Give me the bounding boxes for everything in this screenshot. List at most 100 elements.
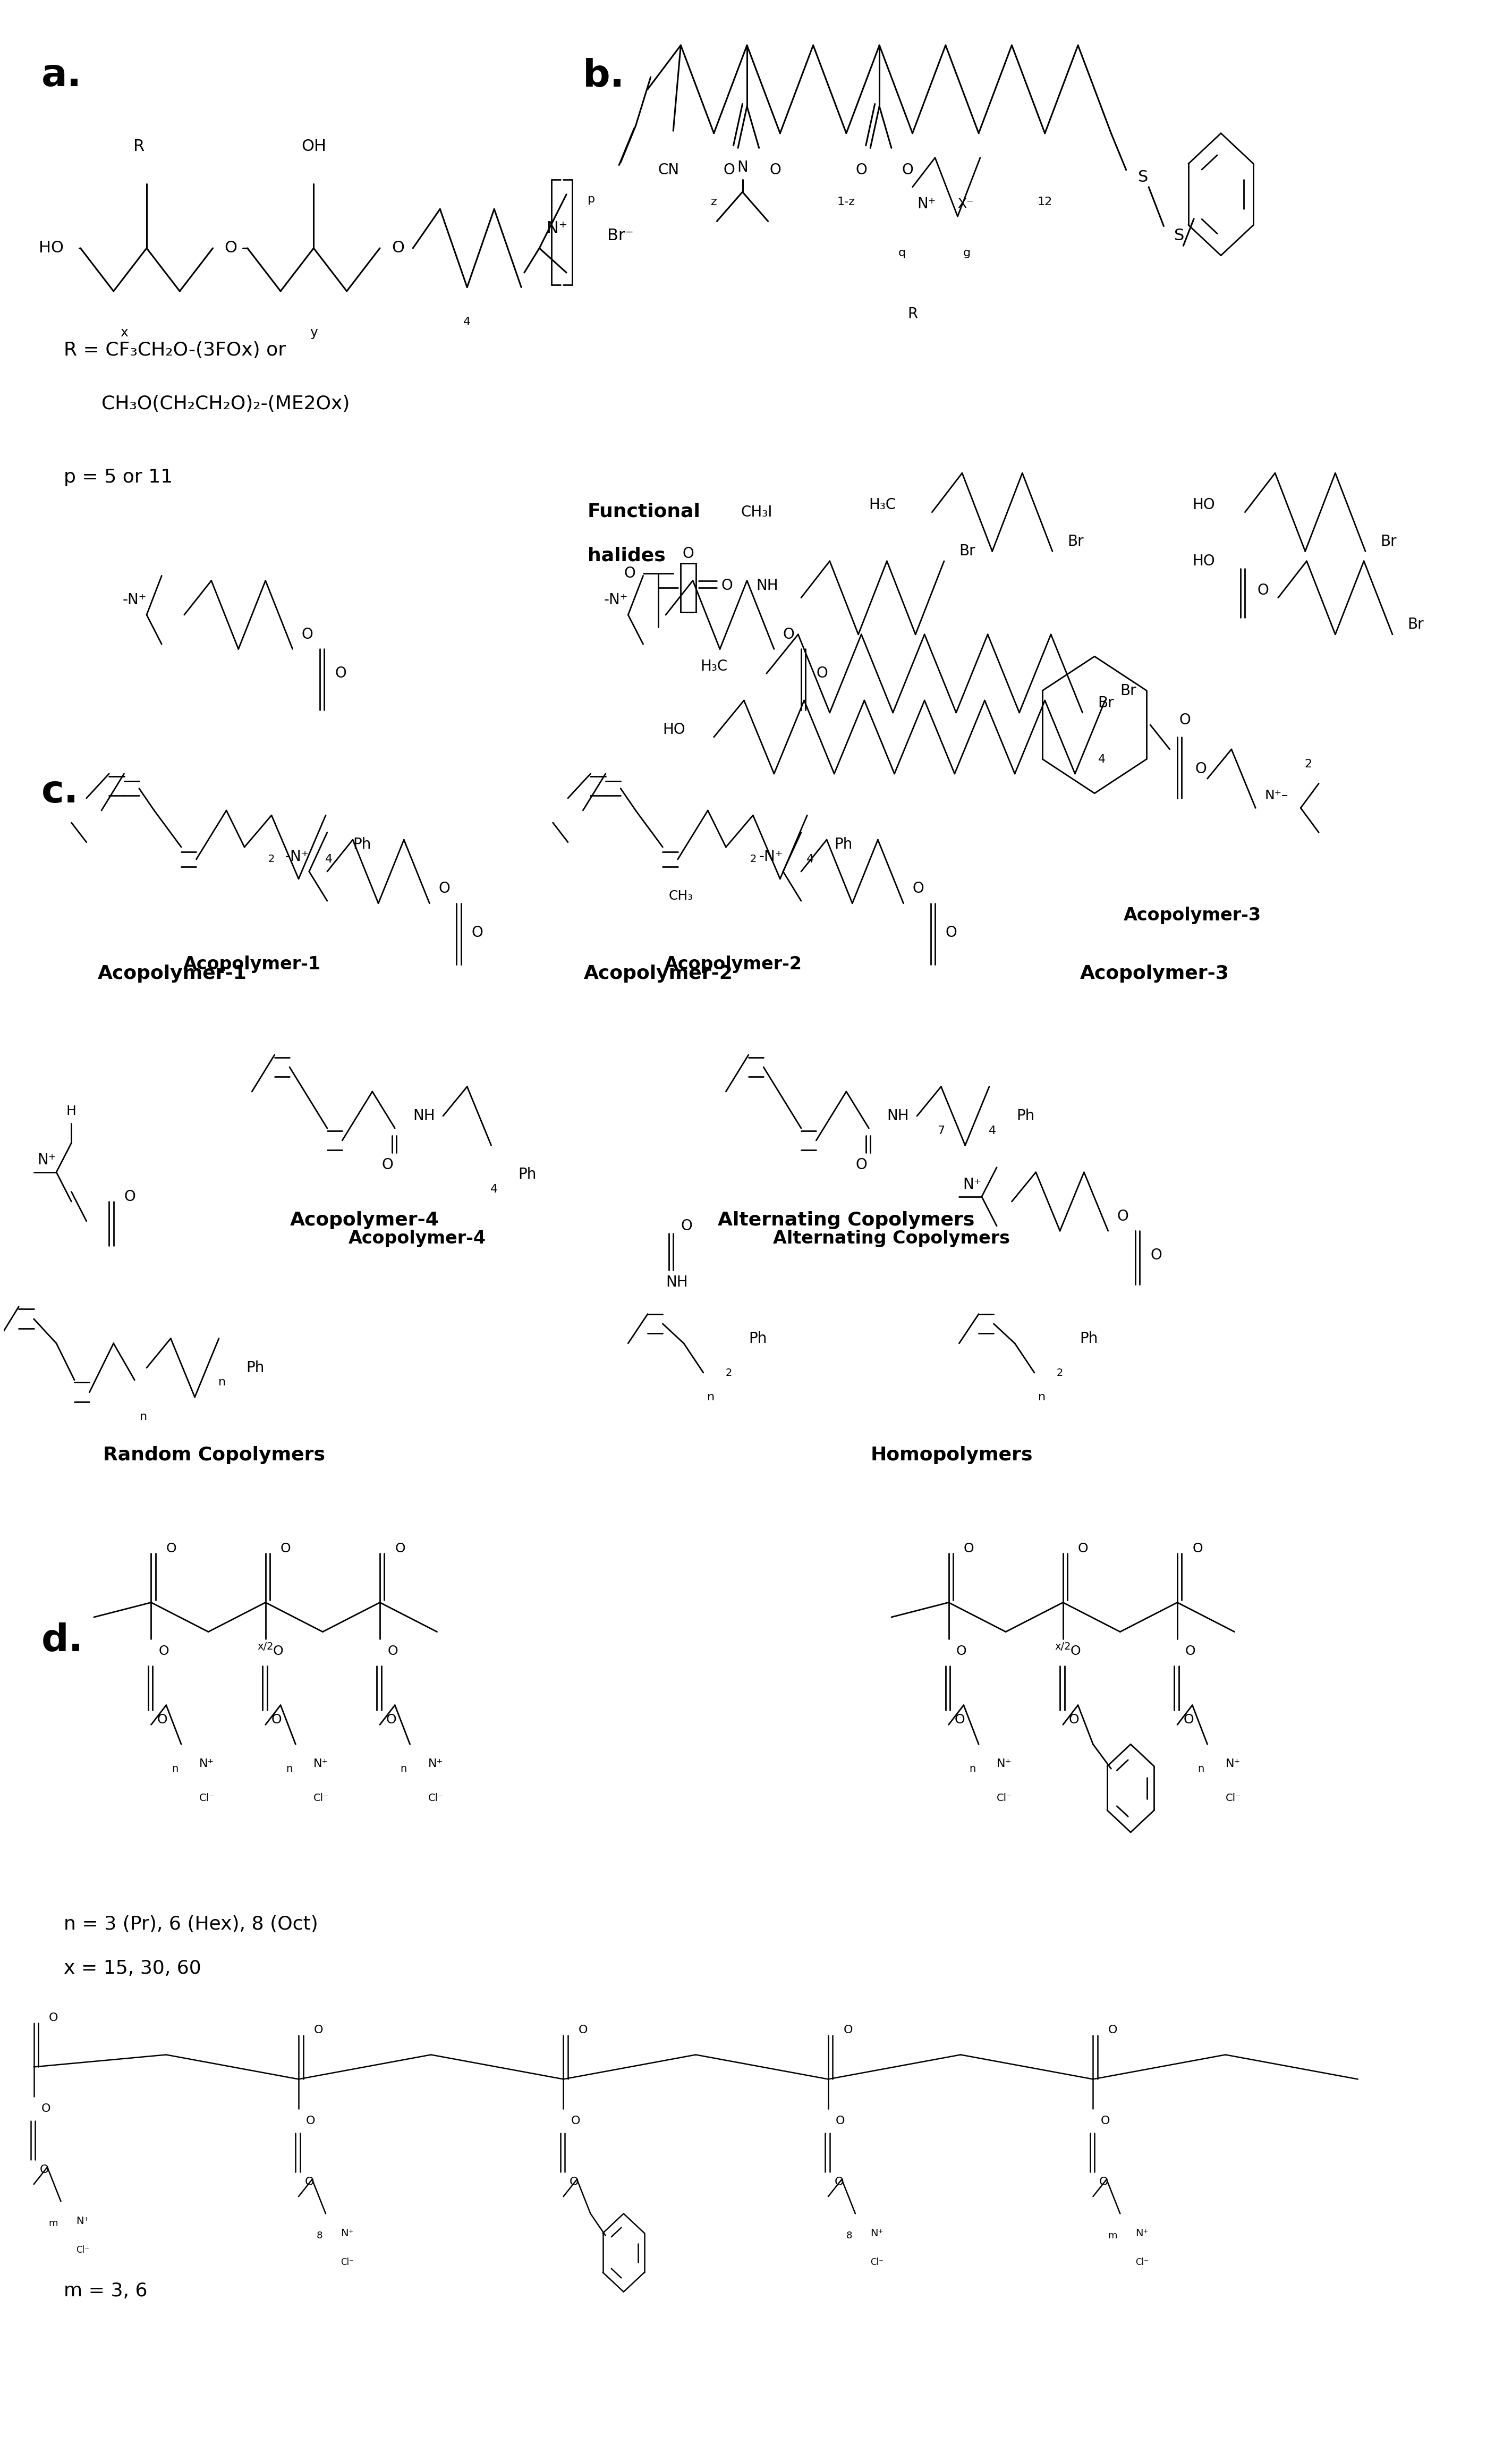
Text: Acopolymer-2: Acopolymer-2	[584, 964, 733, 983]
Text: n: n	[172, 1763, 178, 1773]
Text: HO: HO	[662, 723, 685, 738]
Text: 8: 8	[847, 2231, 853, 2241]
Text: O: O	[387, 1645, 398, 1658]
Text: N⁺–: N⁺–	[1264, 790, 1288, 802]
Text: Ph: Ph	[835, 836, 853, 853]
Text: O: O	[39, 2165, 48, 2175]
Text: O: O	[1099, 2177, 1108, 2187]
Text: Acopolymer-1: Acopolymer-1	[98, 964, 246, 983]
Text: N⁺: N⁺	[76, 2217, 89, 2226]
Text: -N⁺: -N⁺	[286, 848, 308, 863]
Text: O: O	[395, 1542, 405, 1555]
Text: O: O	[1151, 1248, 1161, 1263]
Text: O: O	[572, 2116, 581, 2126]
Text: O: O	[1193, 1542, 1202, 1555]
Text: O: O	[954, 1714, 965, 1726]
Text: O: O	[1069, 1714, 1080, 1726]
Text: -N⁺: -N⁺	[603, 593, 627, 608]
Text: O: O	[721, 579, 733, 593]
Text: Acopolymer-4: Acopolymer-4	[349, 1228, 487, 1248]
Text: O: O	[856, 162, 866, 177]
Text: O: O	[680, 1219, 692, 1233]
Text: O: O	[723, 162, 735, 177]
Text: H: H	[67, 1106, 77, 1118]
Text: y: y	[310, 326, 318, 338]
Text: n: n	[286, 1763, 293, 1773]
Text: Alternating Copolymers: Alternating Copolymers	[718, 1211, 975, 1228]
Text: 2: 2	[268, 853, 275, 866]
Text: O: O	[301, 628, 313, 642]
Text: O: O	[472, 924, 484, 939]
Text: Ph: Ph	[246, 1361, 265, 1376]
Text: O: O	[157, 1714, 168, 1726]
Text: O: O	[579, 2025, 588, 2035]
Text: O: O	[1078, 1542, 1089, 1555]
Text: Cl⁻: Cl⁻	[1225, 1792, 1241, 1802]
Text: Acopolymer-2: Acopolymer-2	[665, 956, 803, 973]
Text: H₃C: H₃C	[700, 660, 727, 674]
Text: N⁺: N⁺	[996, 1758, 1012, 1770]
Text: S: S	[1175, 228, 1184, 243]
Text: c.: c.	[41, 775, 79, 812]
Text: N⁺: N⁺	[1225, 1758, 1240, 1770]
Text: O: O	[956, 1645, 966, 1658]
Text: Br: Br	[1120, 684, 1137, 699]
Text: O: O	[1101, 2116, 1110, 2126]
Text: CH₃O(CH₂CH₂O)₂-(ME2Ox): CH₃O(CH₂CH₂O)₂-(ME2Ox)	[101, 395, 349, 412]
Text: 2: 2	[726, 1368, 732, 1378]
Text: O: O	[836, 2116, 845, 2126]
Text: O: O	[624, 566, 635, 581]
Text: n: n	[141, 1412, 147, 1422]
Text: x/2: x/2	[1055, 1640, 1070, 1653]
Text: O: O	[1196, 763, 1207, 777]
Text: p: p	[588, 194, 596, 204]
Text: Cl⁻: Cl⁻	[428, 1792, 443, 1802]
Text: Acopolymer-3: Acopolymer-3	[1080, 964, 1229, 983]
Text: H₃C: H₃C	[869, 498, 897, 512]
Text: O: O	[305, 2116, 316, 2126]
Text: Homopolymers: Homopolymers	[871, 1447, 1033, 1464]
Text: O: O	[903, 162, 913, 177]
Text: g: g	[963, 248, 971, 257]
Text: n = 3 (Pr), 6 (Hex), 8 (Oct): n = 3 (Pr), 6 (Hex), 8 (Oct)	[64, 1915, 318, 1935]
Text: Ph: Ph	[519, 1167, 537, 1182]
Text: O: O	[1108, 2025, 1117, 2035]
Text: O: O	[1256, 584, 1269, 598]
Text: O: O	[281, 1542, 290, 1555]
Text: n: n	[708, 1393, 715, 1403]
Text: O: O	[945, 924, 957, 939]
Text: O: O	[159, 1645, 169, 1658]
Text: 2: 2	[750, 853, 756, 866]
Text: m: m	[1108, 2231, 1117, 2241]
Text: 4: 4	[325, 853, 333, 866]
Text: Cl⁻: Cl⁻	[313, 1792, 330, 1802]
Text: O: O	[1179, 714, 1190, 728]
Text: 12: 12	[1037, 196, 1052, 206]
Text: O: O	[224, 240, 237, 255]
Text: CN: CN	[658, 162, 679, 177]
Text: N⁺: N⁺	[340, 2229, 354, 2239]
Text: O: O	[963, 1542, 974, 1555]
Text: halides: halides	[588, 547, 665, 564]
Text: n: n	[1039, 1393, 1046, 1403]
Text: O: O	[166, 1542, 177, 1555]
Text: O: O	[41, 2104, 50, 2114]
Text: Alternating Copolymers: Alternating Copolymers	[773, 1228, 1010, 1248]
Text: HO: HO	[39, 240, 64, 255]
Text: z: z	[711, 196, 717, 206]
Text: O: O	[1184, 1714, 1194, 1726]
Text: 1-z: 1-z	[838, 196, 856, 206]
Text: O: O	[48, 2013, 57, 2023]
Text: m: m	[48, 2219, 57, 2229]
Text: O: O	[770, 162, 782, 177]
Text: Ph: Ph	[748, 1331, 767, 1346]
Text: O: O	[1117, 1209, 1128, 1224]
Text: NH: NH	[413, 1108, 435, 1123]
Text: O: O	[438, 880, 451, 895]
Text: O: O	[856, 1157, 866, 1172]
Text: m = 3, 6: m = 3, 6	[64, 2283, 148, 2300]
Text: N⁺: N⁺	[428, 1758, 443, 1770]
Text: Cl⁻: Cl⁻	[340, 2258, 354, 2268]
Text: N⁺: N⁺	[200, 1758, 215, 1770]
Text: CH₃I: CH₃I	[741, 505, 773, 520]
